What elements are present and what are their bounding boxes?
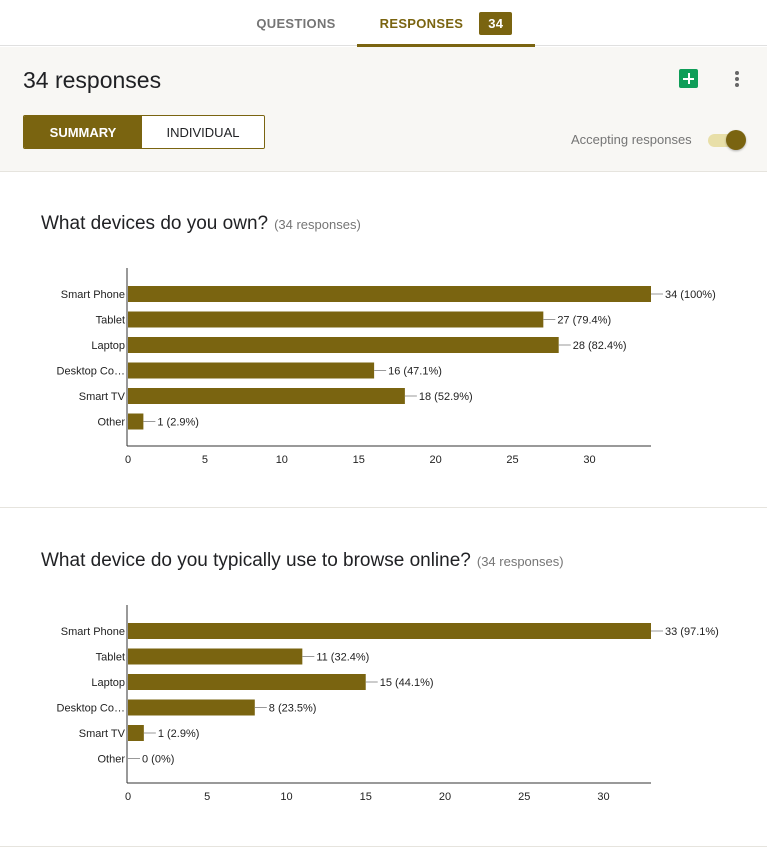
bar — [128, 413, 144, 430]
bar-chart-devices-owned: Smart Phone 34 (100%) Tablet 27 (79.4%) Lapt… — [57, 268, 716, 466]
bar — [128, 337, 559, 353]
individual-button[interactable]: INDIVIDUAL — [142, 116, 264, 148]
data-label: 28 (82.4%) — [573, 340, 627, 352]
bar — [128, 699, 255, 716]
category-label: Desktop Co… — [57, 703, 125, 715]
question-response-count: (34 responses) — [274, 217, 361, 232]
x-tick-label: 0 — [125, 454, 131, 466]
question-title-text: What devices do you own? — [41, 213, 269, 234]
bar — [128, 388, 405, 404]
x-tick-label: 10 — [280, 791, 292, 803]
data-label: 34 (100%) — [665, 289, 716, 301]
data-label: 11 (32.4%) — [316, 652, 369, 664]
bar — [128, 286, 651, 302]
response-count-title: 34 responses — [23, 67, 162, 93]
x-tick-label: 10 — [276, 454, 288, 466]
bar — [128, 725, 144, 741]
category-label: Laptop — [91, 340, 125, 352]
data-label: 0 (0%) — [142, 754, 174, 766]
bar — [128, 311, 544, 328]
summary-button[interactable]: SUMMARY — [24, 116, 142, 148]
bar-chart-browse-device: Smart Phone 33 (97.1%) Tablet 11 (32.4%) Lap… — [57, 605, 719, 803]
view-toggle: SUMMARY INDIVIDUAL — [23, 115, 265, 149]
bar — [128, 648, 303, 665]
category-label: Smart TV — [79, 391, 126, 403]
data-label: 18 (52.9%) — [419, 391, 473, 403]
question-title: What device do you typically use to brow… — [41, 550, 564, 572]
x-tick-label: 30 — [583, 454, 595, 466]
accepting-responses-toggle[interactable] — [708, 130, 746, 150]
x-tick-label: 0 — [125, 791, 131, 803]
sheets-icon[interactable] — [679, 69, 698, 88]
x-tick-label: 5 — [204, 791, 210, 803]
x-tick-label: 5 — [202, 454, 208, 466]
question-card-2: What device do you typically use to brow… — [0, 509, 767, 847]
data-label: 27 (79.4%) — [557, 315, 611, 327]
more-vert-icon[interactable] — [730, 69, 742, 89]
data-label: 33 (97.1%) — [665, 626, 719, 638]
tab-responses-label: RESPONSES — [379, 15, 464, 31]
bar — [128, 362, 375, 379]
data-label: 1 (2.9%) — [158, 728, 200, 740]
category-label: Tablet — [96, 315, 125, 327]
category-label: Tablet — [96, 652, 125, 664]
category-label: Desktop Co… — [57, 366, 125, 378]
tab-questions[interactable]: QUESTIONS — [236, 0, 356, 46]
category-label: Smart Phone — [61, 626, 125, 638]
x-tick-label: 15 — [360, 791, 372, 803]
responses-count-badge: 34 — [479, 11, 513, 35]
question-title: What devices do you own? (34 responses) — [41, 213, 361, 235]
data-label: 15 (44.1%) — [380, 677, 434, 689]
x-tick-label: 15 — [353, 454, 365, 466]
accepting-responses-label: Accepting responses — [571, 132, 692, 147]
x-tick-label: 25 — [518, 791, 530, 803]
question-card-1: What devices do you own? (34 responses) S… — [0, 172, 767, 508]
bar — [128, 623, 651, 639]
bar — [128, 674, 366, 690]
category-label: Smart Phone — [61, 289, 125, 301]
x-tick-label: 20 — [430, 454, 442, 466]
x-tick-label: 20 — [439, 791, 451, 803]
x-tick-label: 25 — [506, 454, 518, 466]
data-label: 8 (23.5%) — [269, 703, 317, 715]
question-title-text: What device do you typically use to brow… — [41, 550, 471, 571]
top-tab-bar: QUESTIONS RESPONSES 34 — [0, 0, 767, 47]
data-label: 1 (2.9%) — [157, 417, 199, 429]
question-response-count: (34 responses) — [476, 554, 564, 569]
category-label: Other — [97, 754, 125, 766]
toggle-knob — [726, 130, 746, 150]
active-tab-indicator — [357, 44, 535, 47]
category-label: Other — [97, 417, 125, 429]
category-label: Smart TV — [79, 728, 126, 740]
category-label: Laptop — [91, 677, 125, 689]
x-tick-label: 30 — [597, 791, 609, 803]
data-label: 16 (47.1%) — [388, 366, 442, 378]
tab-questions-label: QUESTIONS — [256, 15, 336, 31]
tab-responses[interactable]: RESPONSES 34 — [357, 0, 535, 47]
responses-header: 34 responses SUMMARY INDIVIDUAL Acceptin… — [0, 47, 767, 172]
